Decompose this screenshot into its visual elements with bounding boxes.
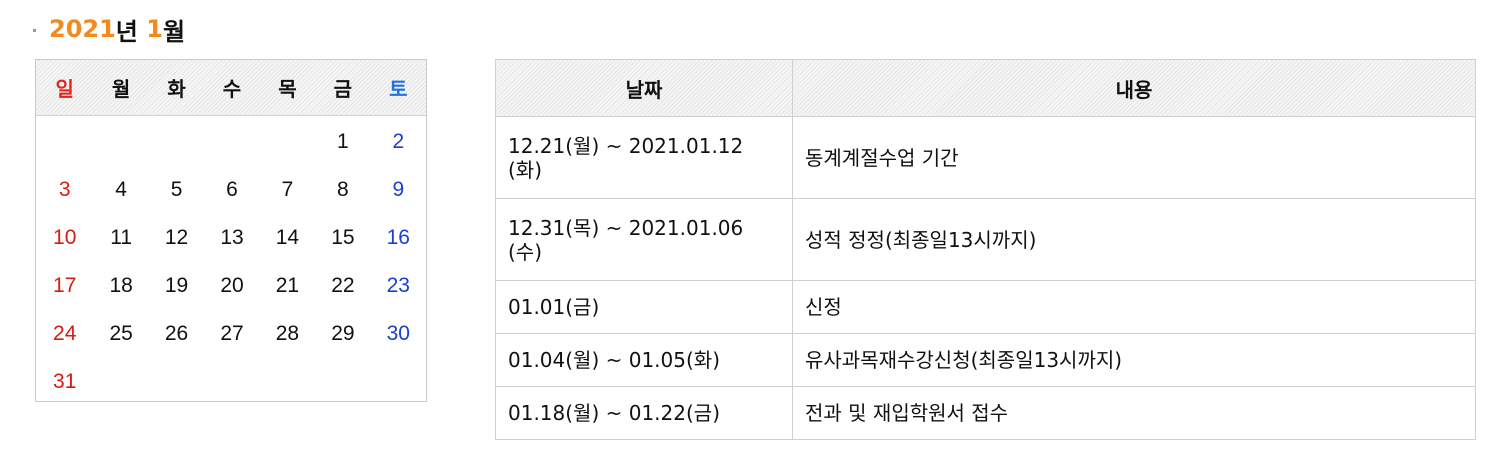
calendar-day xyxy=(149,358,204,406)
calendar-day[interactable]: 14 xyxy=(275,226,300,249)
calendar-week-row: 24 25 26 27 28 29 30 xyxy=(36,310,426,358)
schedule-date-line2: (수) xyxy=(508,239,543,264)
bullet-icon xyxy=(33,28,36,32)
calendar-day[interactable]: 20 xyxy=(220,274,244,297)
mini-calendar: 일 월 화 수 목 금 토 1 2 3 4 5 6 7 8 9 10 11 12 13 14 15 16 17 1… xyxy=(35,59,427,402)
calendar-day[interactable]: 17 xyxy=(53,274,77,297)
weekday-sat: 토 xyxy=(389,77,408,101)
weekday-tue: 화 xyxy=(167,77,186,101)
title-year-suffix: 년 xyxy=(115,17,147,46)
schedule-date: 01.01(금) xyxy=(495,280,793,334)
calendar-day xyxy=(149,118,204,166)
weekday-wed: 수 xyxy=(222,77,242,101)
weekday-fri: 금 xyxy=(333,77,353,101)
calendar-day[interactable]: 1 xyxy=(337,130,349,153)
calendar-day[interactable]: 7 xyxy=(281,178,294,201)
calendar-day xyxy=(93,358,148,406)
schedule-row: 12.31(목) ~ 2021.01.06 (수) 성적 정정(최종일13시까지… xyxy=(495,198,1476,281)
calendar-week-row: 3 4 5 6 7 8 9 xyxy=(36,166,426,214)
calendar-day[interactable]: 15 xyxy=(331,226,355,249)
title-month-suffix: 월 xyxy=(162,17,186,46)
calendar-week-row: 17 18 19 20 21 22 23 xyxy=(36,262,426,310)
calendar-day[interactable]: 28 xyxy=(275,322,300,345)
schedule-row: 01.04(월) ~ 01.05(화) 유사과목재수강신청(최종일13시까지) xyxy=(495,333,1476,387)
calendar-day[interactable]: 27 xyxy=(220,322,244,345)
schedule-content: 유사과목재수강신청(최종일13시까지) xyxy=(792,333,1476,387)
calendar-day xyxy=(204,358,259,406)
weekday-sun: 일 xyxy=(55,77,74,101)
calendar-day xyxy=(36,118,93,166)
calendar-day xyxy=(315,358,370,406)
calendar-day[interactable]: 9 xyxy=(392,178,405,201)
schedule-date-line1: 12.31(목) ~ 2021.01.06 xyxy=(508,215,744,240)
calendar-day[interactable]: 23 xyxy=(386,274,410,297)
schedule-content: 동계계절수업 기간 xyxy=(792,116,1476,199)
calendar-day[interactable]: 11 xyxy=(110,226,133,249)
schedule-row: 12.21(월) ~ 2021.01.12 (화) 동계계절수업 기간 xyxy=(495,116,1476,199)
schedule-row: 01.01(금) 신정 xyxy=(495,280,1476,334)
schedule-row: 01.18(월) ~ 01.22(금) 전과 및 재입학원서 접수 xyxy=(495,386,1476,440)
schedule-content: 성적 정정(최종일13시까지) xyxy=(792,198,1476,281)
schedule-header-row: 날짜 내용 xyxy=(495,59,1476,117)
calendar-day[interactable]: 24 xyxy=(53,322,77,345)
calendar-day xyxy=(93,118,148,166)
calendar-day[interactable]: 6 xyxy=(226,178,238,201)
calendar-day[interactable]: 29 xyxy=(331,322,355,345)
schedule-content: 신정 xyxy=(792,280,1476,334)
schedule-date-line1: 12.21(월) ~ 2021.01.12 xyxy=(508,133,744,158)
calendar-day[interactable]: 30 xyxy=(386,322,410,345)
calendar-week-row: 10 11 12 13 14 15 16 xyxy=(36,214,426,262)
title-year: 2021 xyxy=(49,15,116,43)
calendar-day[interactable]: 16 xyxy=(386,226,410,249)
calendar-weekday-header: 일 월 화 수 목 금 토 xyxy=(36,60,426,116)
schedule-date: 12.21(월) ~ 2021.01.12 (화) xyxy=(495,116,793,199)
calendar-day[interactable]: 10 xyxy=(53,226,77,249)
calendar-days: 1 2 3 4 5 6 7 8 9 10 11 12 13 14 15 16 17 18 19 20 21 22 23 24 2… xyxy=(36,116,426,406)
calendar-day[interactable]: 26 xyxy=(164,322,189,345)
calendar-day[interactable]: 31 xyxy=(53,370,77,393)
calendar-day xyxy=(260,358,315,406)
calendar-day xyxy=(204,118,259,166)
calendar-day[interactable]: 25 xyxy=(109,322,133,345)
calendar-day[interactable]: 2 xyxy=(392,130,405,153)
calendar-week-row: 31 xyxy=(36,358,426,406)
title-month: 1 xyxy=(146,15,163,43)
schedule-date-line2: (화) xyxy=(508,157,543,182)
calendar-day[interactable]: 4 xyxy=(115,178,127,201)
calendar-day xyxy=(371,358,426,406)
calendar-day[interactable]: 13 xyxy=(220,226,244,249)
calendar-day[interactable]: 5 xyxy=(170,178,183,201)
weekday-mon: 월 xyxy=(111,77,131,101)
weekday-thu: 목 xyxy=(278,77,297,101)
calendar-day xyxy=(260,118,315,166)
schedule-date: 01.18(월) ~ 01.22(금) xyxy=(495,386,793,440)
calendar-day[interactable]: 8 xyxy=(337,178,349,201)
calendar-day[interactable]: 19 xyxy=(164,274,189,297)
calendar-day[interactable]: 21 xyxy=(275,274,300,297)
schedule-content: 전과 및 재입학원서 접수 xyxy=(792,386,1476,440)
header-content: 내용 xyxy=(792,59,1476,117)
calendar-day[interactable]: 12 xyxy=(164,226,189,249)
header-date: 날짜 xyxy=(495,59,793,117)
month-title: 2021 년 1 월 xyxy=(33,12,185,46)
calendar-day[interactable]: 22 xyxy=(331,274,355,297)
calendar-day[interactable]: 18 xyxy=(109,274,133,297)
calendar-day[interactable]: 3 xyxy=(58,178,71,201)
schedule-table: 날짜 내용 12.21(월) ~ 2021.01.12 (화) 동계계절수업 기… xyxy=(495,59,1476,440)
schedule-date: 01.04(월) ~ 01.05(화) xyxy=(495,333,793,387)
schedule-date: 12.31(목) ~ 2021.01.06 (수) xyxy=(495,198,793,281)
